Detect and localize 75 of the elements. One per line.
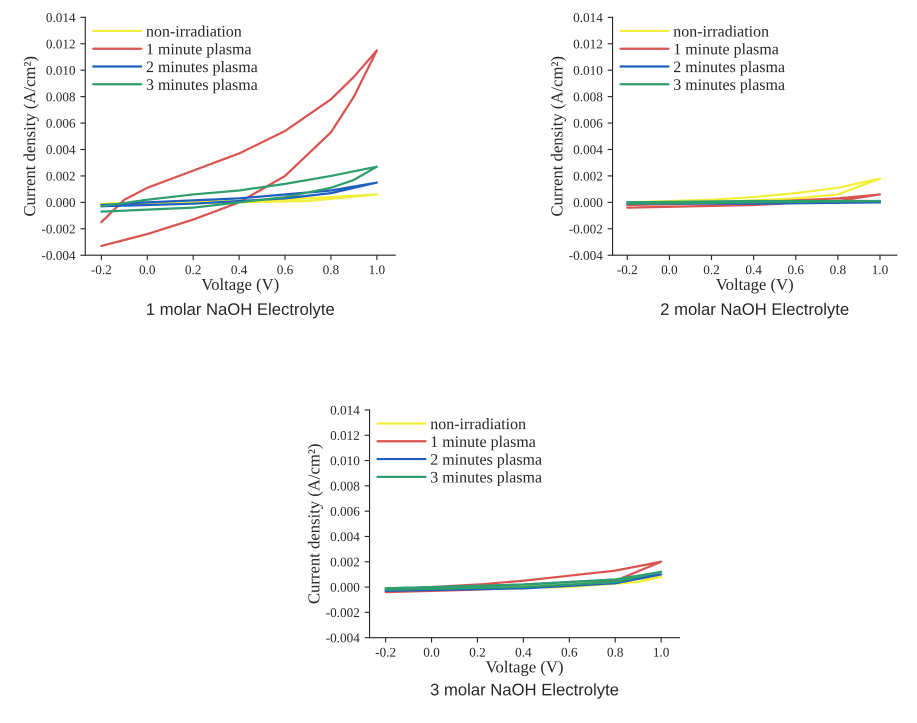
legend-label: 1 minute plasma [432,436,536,450]
y-tick-label: -0.004 [569,251,603,260]
x-tick-label: 0.0 [140,265,156,274]
y-axis-title: Current density (A/cm²) [308,444,323,604]
text: 2 molar NaOH Electrolyte [661,302,848,318]
x-tick-label: 0.0 [424,648,440,657]
y-tick-label: 0.010 [574,66,602,75]
legend-label: non-irradiation [430,418,526,430]
x-tick-label: 0.2 [470,648,485,657]
legend-label: 2 minutes plasma [674,60,785,76]
y-tick-label: 0.004 [574,145,603,154]
x-axis-title: Voltage (V) [486,660,563,676]
y-tick-label: -0.002 [42,224,75,234]
x-tick-label: 0.4 [516,648,532,657]
x-tick-label: 1.0 [370,265,385,274]
x-tick-label: 0.6 [788,265,804,274]
y-tick-label: 0.012 [46,40,75,49]
x-tick-label: 0.4 [746,265,762,274]
legend-label: 3 minutes plasma [674,78,785,94]
y-tick-label: 0.000 [46,198,76,208]
y-tick-label: 0.008 [46,92,76,102]
y-tick-label: 0.012 [574,40,602,49]
y-tick-label: 0.006 [574,118,602,128]
y-tick-label: 0.000 [330,582,360,592]
x-tick-label: 0.0 [662,265,678,274]
y-tick-label: 0.000 [574,198,602,208]
y-tick-label: 0.010 [330,456,360,466]
y-tick-label: 0.006 [330,506,360,516]
x-tick-label: 0.2 [185,265,201,274]
legend-label: non-irradiation [674,25,769,37]
line-series [100,193,378,206]
line-series [100,166,378,213]
x-axis-title: Voltage (V) [716,278,793,294]
y-tick-label: 0.004 [46,145,76,154]
x-tick-label: 1.0 [654,648,669,657]
legend-label: 2 minutes plasma [430,454,542,468]
x-tick-label: 1.0 [872,265,888,274]
legend-label: 1 minute plasma [674,43,779,58]
y-tick-label: 0.002 [46,172,75,181]
y-tick-label: -0.004 [42,251,76,260]
x-tick-label: -0.2 [617,265,638,274]
legend-label: non-irradiation [146,25,242,37]
text: 1 molar NaOH Electrolyte [147,302,334,318]
line-series [100,181,378,208]
y-tick-label: -0.004 [326,633,360,642]
y-tick-label: 0.008 [330,482,360,491]
x-tick-label: 0.6 [277,265,293,274]
x-tick-label: 0.2 [704,265,720,274]
legend-label: 3 minutes plasma [146,78,258,94]
x-tick-label: 0.8 [323,265,339,274]
y-tick-label: 0.010 [46,66,76,75]
y-tick-label: 0.006 [46,118,76,128]
legend-label: 1 minute plasma [147,43,252,58]
y-tick-label: 0.004 [330,532,360,542]
x-axis-title: Voltage (V) [201,278,278,294]
y-tick-label: 0.014 [46,13,76,22]
x-tick-label: -0.2 [91,265,112,274]
x-tick-label: 0.8 [830,265,846,274]
y-tick-label: -0.002 [326,608,360,618]
y-tick-label: -0.002 [569,224,602,234]
y-axis-title: Current density (A/cm²) [24,56,39,216]
y-tick-label: 0.014 [330,406,360,415]
text: 3 molar NaOH Electrolyte [430,683,618,699]
y-axis-title: Current density (A/cm²) [550,56,566,216]
x-tick-label: 0.4 [231,265,248,274]
y-tick-label: 0.002 [330,558,360,567]
x-tick-label: 0.8 [607,648,623,657]
legend-label: 3 minutes plasma [431,471,542,486]
x-tick-label: 0.6 [562,648,578,657]
y-tick-label: 0.012 [330,431,360,440]
x-tick-label: -0.2 [376,648,396,657]
y-tick-label: 0.008 [574,92,602,102]
y-tick-label: 0.014 [574,13,603,22]
y-tick-label: 0.002 [574,172,602,181]
legend-label: 2 minutes plasma [146,60,258,76]
